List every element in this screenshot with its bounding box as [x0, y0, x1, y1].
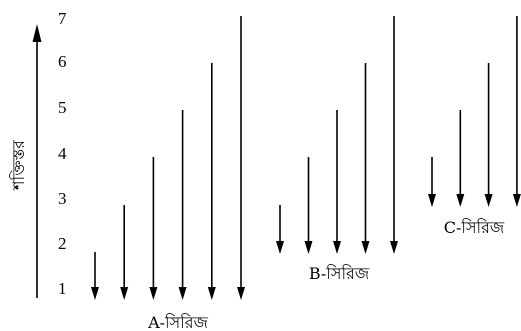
level-label-5: 5 [58, 98, 67, 117]
level-label-3: 3 [58, 189, 67, 208]
series-label-c: C-সিরিজ [444, 218, 505, 237]
arrowhead-b-7-to-2 [390, 241, 398, 254]
energy-axis-label: শক্তিস্তর [9, 139, 28, 191]
arrowhead-c-4-to-3 [428, 194, 436, 207]
series-labels: A-সিরিজ B-সিরিজ C-সিরিজ [147, 218, 505, 331]
arrowhead-c-6-to-3 [484, 194, 493, 207]
series-label-a: A-সিরিজ [147, 313, 208, 331]
level-label-4: 4 [58, 144, 67, 163]
arrowhead-a-4-to-1 [149, 287, 158, 300]
arrowhead-c-7-to-3 [512, 194, 521, 207]
arrowhead-b-4-to-2 [304, 241, 313, 254]
arrowhead-b-5-to-2 [333, 241, 341, 254]
transition-arrows [91, 16, 521, 300]
arrowhead-a-3-to-1 [120, 287, 129, 300]
level-tick-labels: 7 6 5 4 3 2 1 [58, 9, 67, 298]
arrowhead-a-2-to-1 [91, 287, 99, 300]
arrowhead-b-3-to-2 [276, 241, 284, 254]
arrowhead-a-7-to-1 [237, 287, 245, 300]
arrowhead-a-6-to-1 [207, 287, 216, 300]
series-label-b: B-সিরিজ [309, 264, 370, 283]
level-label-1: 1 [58, 279, 67, 298]
level-label-6: 6 [58, 52, 67, 71]
arrowhead-b-6-to-2 [361, 241, 370, 254]
energy-axis-arrowhead [32, 24, 42, 42]
energy-axis: শক্তিস্তর [9, 24, 42, 298]
level-label-2: 2 [58, 234, 67, 253]
arrowhead-c-5-to-3 [456, 194, 465, 207]
level-label-7: 7 [58, 9, 67, 28]
arrowhead-a-5-to-1 [178, 287, 187, 300]
